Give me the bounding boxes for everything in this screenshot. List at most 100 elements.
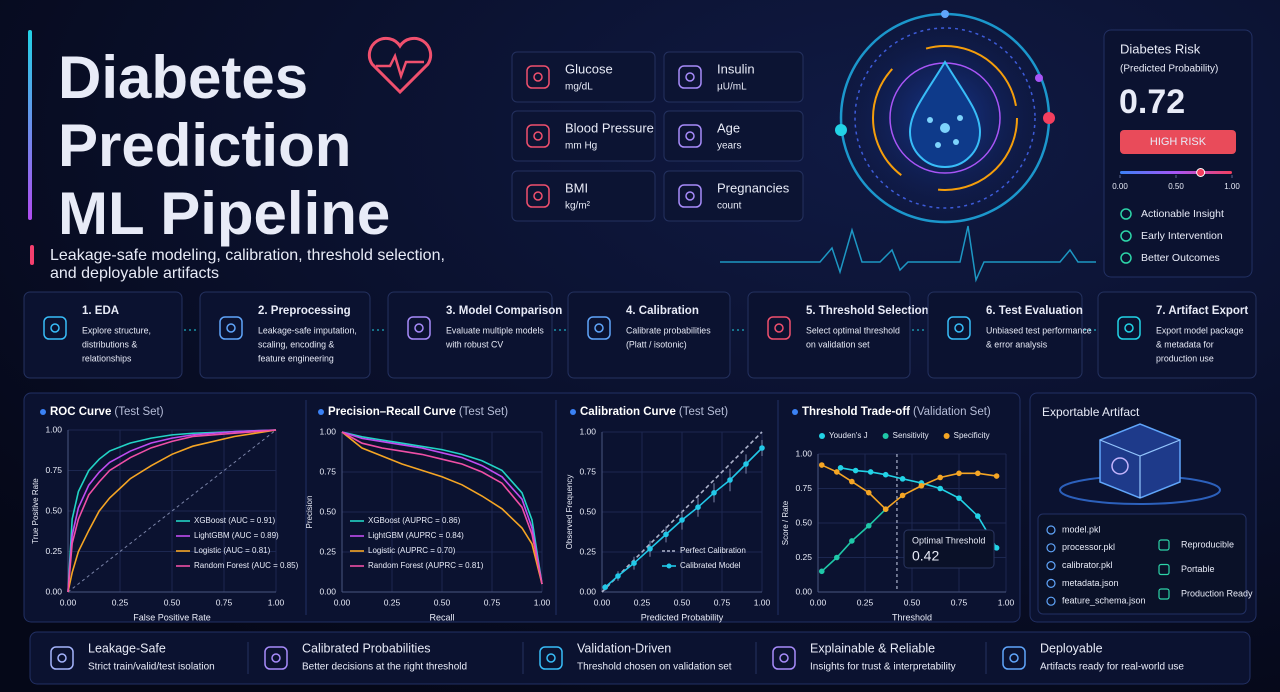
icon-frame bbox=[678, 184, 702, 208]
point bbox=[818, 568, 825, 575]
title-dot bbox=[570, 409, 576, 415]
x-tick-label: 0.25 bbox=[857, 597, 874, 607]
icon bbox=[226, 323, 236, 333]
x-tick-label: 0.75 bbox=[714, 597, 731, 607]
y-tick-label: 0.25 bbox=[795, 552, 812, 562]
badge: Production Ready bbox=[1181, 588, 1253, 598]
icon bbox=[954, 323, 964, 333]
feature-name: BMI bbox=[565, 180, 588, 195]
footer-title: Deployable bbox=[1040, 641, 1103, 655]
step-text: scaling, encoding & bbox=[258, 339, 334, 349]
series-line bbox=[67, 429, 277, 593]
y-tick-label: 0.25 bbox=[319, 546, 336, 556]
point bbox=[937, 485, 943, 492]
x-tick-label: 0.00 bbox=[60, 597, 77, 607]
point bbox=[679, 517, 685, 523]
chart-subtitle: (Test Set) bbox=[114, 406, 163, 418]
title-line: Prediction bbox=[58, 112, 351, 179]
y-tick-label: 0.75 bbox=[579, 466, 596, 476]
point bbox=[865, 489, 872, 496]
pipeline-step bbox=[199, 291, 371, 379]
benefit: Better Outcomes bbox=[1141, 252, 1220, 264]
chart-title: Threshold Trade-off (Validation Set) bbox=[802, 406, 991, 418]
step-text: Evaluate multiple models bbox=[446, 325, 544, 335]
risk-marker bbox=[1196, 168, 1206, 177]
icon-frame bbox=[678, 65, 702, 89]
icon bbox=[685, 131, 695, 141]
x-tick-label: 0.75 bbox=[951, 597, 968, 607]
y-tick-label: 0.75 bbox=[45, 465, 62, 475]
point bbox=[727, 477, 733, 483]
point bbox=[975, 470, 981, 477]
legend-marker bbox=[882, 433, 889, 439]
file-icon bbox=[1046, 578, 1056, 589]
feature-unit: mg/dL bbox=[565, 82, 593, 93]
annotation-label: Optimal Threshold bbox=[912, 535, 985, 545]
x-tick-label: 0.00 bbox=[334, 597, 351, 607]
legend-marker bbox=[819, 433, 825, 439]
feature-name: Age bbox=[717, 120, 740, 135]
point bbox=[918, 482, 925, 489]
icon-frame bbox=[947, 316, 971, 340]
x-tick-label: 0.50 bbox=[434, 597, 451, 607]
series-line bbox=[67, 429, 277, 593]
legend-label: LightGBM (AUC = 0.89) bbox=[194, 531, 279, 540]
y-tick-label: 0.50 bbox=[45, 505, 62, 515]
icon-frame bbox=[767, 316, 791, 340]
series-line bbox=[341, 431, 543, 585]
artifact-title: Exportable Artifact bbox=[1042, 405, 1140, 419]
point bbox=[759, 445, 765, 451]
chart-title-main: ROC Curve bbox=[50, 406, 111, 418]
point bbox=[865, 522, 872, 529]
x-tick-label: 1.00 bbox=[534, 597, 551, 607]
badge-icon bbox=[1158, 539, 1170, 551]
point bbox=[937, 474, 943, 481]
risk-badge-text: HIGH RISK bbox=[1150, 136, 1207, 148]
point bbox=[849, 538, 855, 544]
x-tick-label: 0.25 bbox=[384, 597, 401, 607]
y-axis-label: True Positive Rate bbox=[31, 478, 40, 544]
point bbox=[602, 584, 608, 590]
y-tick-label: 1.00 bbox=[579, 426, 596, 436]
legend-marker bbox=[666, 563, 672, 569]
icon-frame bbox=[50, 646, 74, 670]
step-text: relationships bbox=[82, 353, 132, 363]
icon-frame bbox=[264, 646, 288, 670]
file-icon bbox=[1046, 525, 1056, 535]
title-dot bbox=[792, 409, 798, 415]
legend-label: Perfect Calibration bbox=[680, 546, 746, 555]
point bbox=[956, 470, 962, 477]
risk-value: 0.72 bbox=[1119, 83, 1185, 121]
title-dot bbox=[318, 409, 324, 415]
step-text: & metadata for bbox=[1156, 339, 1214, 349]
risk-scale-label: 1.00 bbox=[1224, 182, 1240, 191]
badge-icon bbox=[1158, 588, 1170, 600]
point bbox=[631, 560, 637, 566]
title-line: ML Pipeline bbox=[58, 180, 390, 247]
x-axis-label: Threshold bbox=[892, 612, 932, 622]
x-tick-label: 0.00 bbox=[594, 597, 611, 607]
footer-desc: Threshold chosen on validation set bbox=[577, 662, 732, 673]
feature-unit: µU/mL bbox=[717, 82, 747, 93]
x-tick-label: 0.75 bbox=[484, 597, 501, 607]
icon bbox=[1124, 323, 1134, 333]
chart-title-main: Threshold Trade-off bbox=[802, 406, 910, 418]
badge-icon bbox=[1158, 563, 1170, 576]
x-tick-label: 1.00 bbox=[268, 597, 285, 607]
pipeline-step bbox=[23, 291, 183, 379]
cube-graphic bbox=[1059, 423, 1221, 505]
legend-marker bbox=[943, 433, 950, 439]
chance-line bbox=[67, 429, 277, 593]
y-axis-label: Precision bbox=[305, 496, 314, 529]
icon-frame bbox=[526, 184, 550, 208]
point bbox=[818, 462, 825, 468]
legend-label: Logistic (AUC = 0.81) bbox=[194, 546, 271, 555]
legend-label: Calibrated Model bbox=[680, 561, 741, 570]
risk-title: Diabetes Risk bbox=[1120, 41, 1201, 56]
step-title: 5. Threshold Selection bbox=[806, 305, 929, 317]
chart-title-main: Precision–Recall Curve bbox=[328, 406, 456, 418]
feature-unit: years bbox=[717, 141, 741, 152]
pipeline-step bbox=[927, 291, 1083, 379]
point bbox=[993, 545, 1000, 551]
subtitle-accent bbox=[30, 245, 34, 265]
